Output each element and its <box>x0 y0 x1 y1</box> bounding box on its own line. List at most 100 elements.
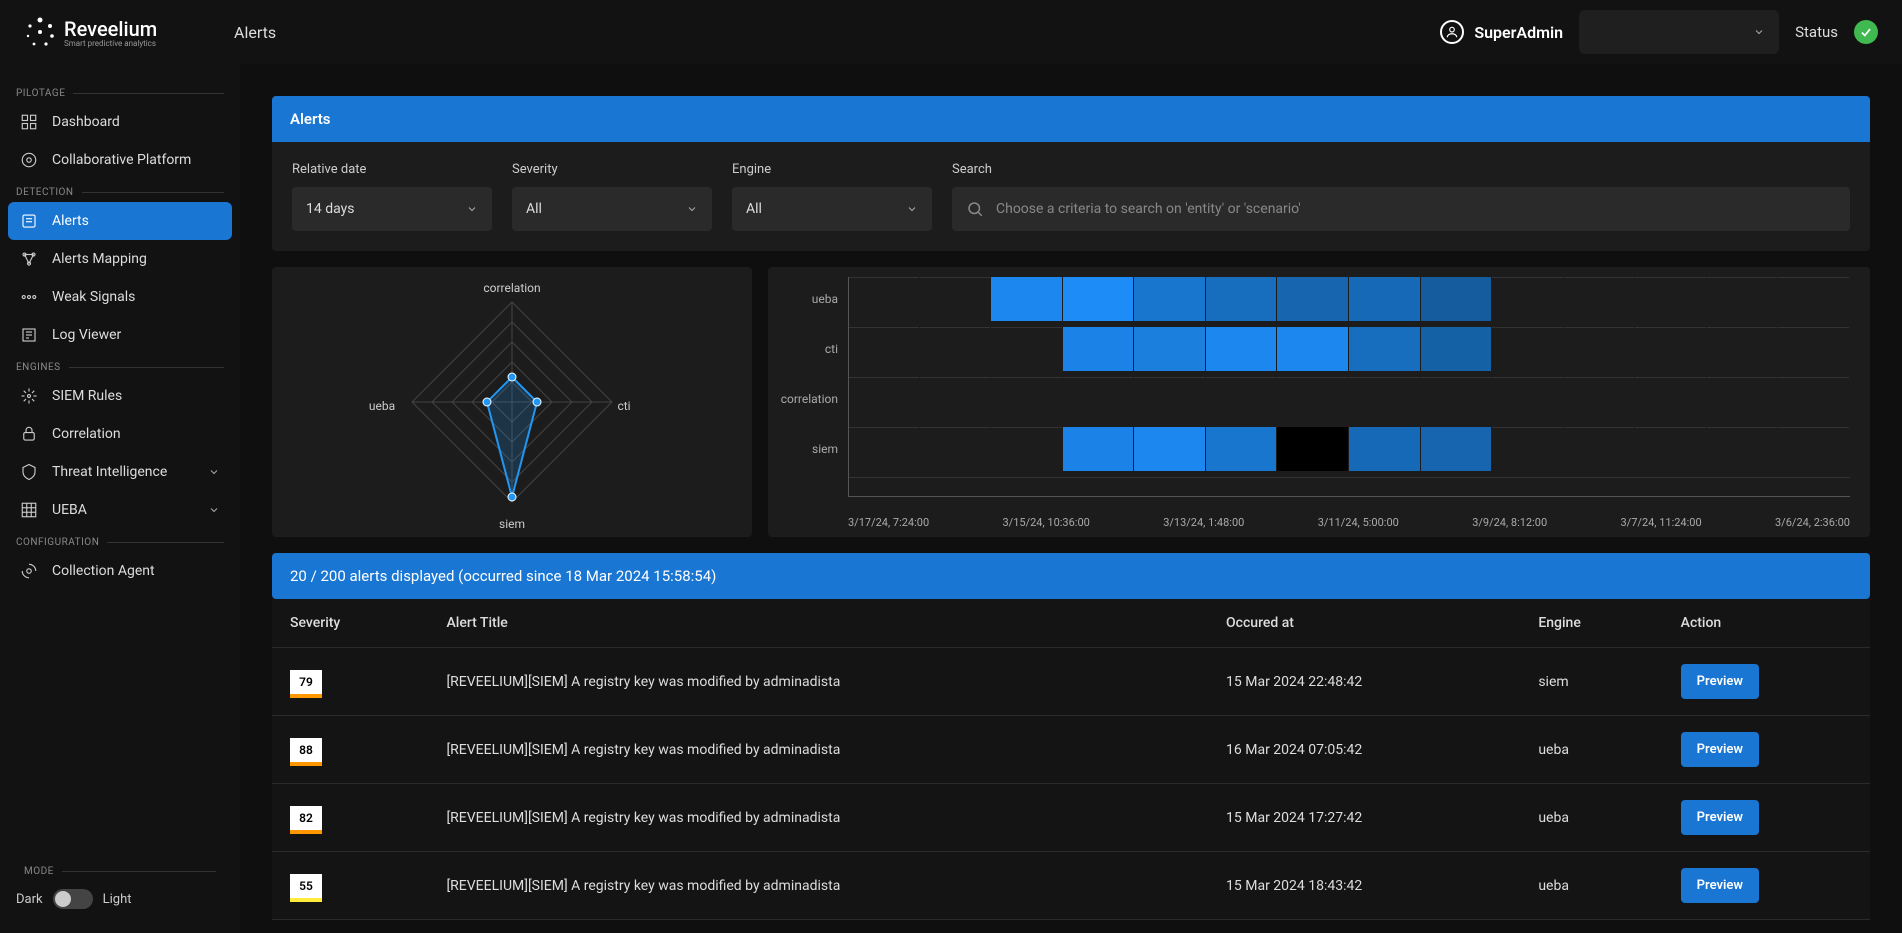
heatmap-cell <box>1564 427 1636 471</box>
alert-occured: 15 Mar 2024 22:48:42 <box>1208 648 1520 716</box>
heatmap-cell <box>1134 277 1206 321</box>
breadcrumb: Alerts <box>234 23 276 42</box>
heatmap-xlabel: 3/6/24, 2:36:00 <box>1775 516 1850 529</box>
table-row: 55 [REVEELIUM][SIEM] A registry key was … <box>272 852 1870 920</box>
heatmap-ylabel: siem <box>778 442 838 456</box>
logo[interactable]: Reveelium Smart predictive analytics <box>24 16 234 48</box>
heatmap-cell <box>1707 327 1779 371</box>
heatmap-cell <box>1206 377 1278 421</box>
sidebar-item-weak-signals[interactable]: Weak Signals <box>8 278 232 316</box>
heatmap-chart: ueba cti correlation siem 3/17/24, 7:24:00 3/… <box>768 267 1870 537</box>
heatmap-row: cti <box>848 327 1850 371</box>
heatmap-xlabel: 3/7/24, 11:24:00 <box>1621 516 1702 529</box>
log-icon <box>20 326 38 344</box>
relative-date-select[interactable]: 14 days <box>292 187 492 231</box>
siem-icon <box>20 387 38 405</box>
table-row: 82 [REVEELIUM][SIEM] A registry key was … <box>272 784 1870 852</box>
heatmap-cell <box>1063 327 1135 371</box>
dark-label: Dark <box>16 892 43 907</box>
sidebar: PILOTAGEDashboardCollaborative PlatformD… <box>0 64 240 933</box>
search-input[interactable] <box>996 201 1836 217</box>
heatmap-xlabel: 3/15/24, 10:36:00 <box>1003 516 1090 529</box>
heatmap-cell <box>1707 377 1779 421</box>
sidebar-item-collaborative-platform[interactable]: Collaborative Platform <box>8 141 232 179</box>
severity-select[interactable]: All <box>512 187 712 231</box>
table-header: Engine <box>1520 599 1662 648</box>
table-header: Severity <box>272 599 428 648</box>
heatmap-cell <box>1277 277 1349 321</box>
sidebar-item-alerts-mapping[interactable]: Alerts Mapping <box>8 240 232 278</box>
alert-occured: 16 Mar 2024 07:05:42 <box>1208 716 1520 784</box>
heatmap-cell <box>920 327 992 371</box>
sidebar-item-collection-agent[interactable]: Collection Agent <box>8 552 232 590</box>
sidebar-item-label: Alerts <box>52 213 89 229</box>
alert-title: [REVEELIUM][SIEM] A registry key was mod… <box>428 648 1208 716</box>
heatmap-row: ueba <box>848 277 1850 321</box>
preview-button[interactable]: Preview <box>1681 732 1759 767</box>
heatmap-cell <box>848 327 920 371</box>
engine-select[interactable]: All <box>732 187 932 231</box>
radar-axis-label: ueba <box>352 399 412 413</box>
heatmap-cell <box>991 327 1063 371</box>
table-row: 88 [REVEELIUM][SIEM] A registry key was … <box>272 716 1870 784</box>
sidebar-item-alerts[interactable]: Alerts <box>8 202 232 240</box>
heatmap-row: siem <box>848 427 1850 471</box>
heatmap-cell <box>1063 377 1135 421</box>
search-box[interactable] <box>952 187 1850 231</box>
sidebar-item-siem-rules[interactable]: SIEM Rules <box>8 377 232 415</box>
severity-badge: 82 <box>290 806 322 830</box>
severity-value: All <box>526 201 542 217</box>
heatmap-cell <box>991 377 1063 421</box>
theme-toggle[interactable]: Dark Light <box>16 889 224 909</box>
toggle-switch[interactable] <box>53 889 93 909</box>
signals-icon <box>20 288 38 306</box>
threat-icon <box>20 463 38 481</box>
alert-engine: ueba <box>1520 852 1662 920</box>
logo-text: Reveelium <box>64 17 157 41</box>
heatmap-cell <box>920 427 992 471</box>
status-label: Status <box>1795 23 1838 41</box>
heatmap-cell <box>1778 277 1850 321</box>
preview-button[interactable]: Preview <box>1681 868 1759 903</box>
radar-axis-label: siem <box>482 517 542 531</box>
heatmap-cell <box>1492 277 1564 321</box>
heatmap-cell <box>848 377 920 421</box>
heatmap-ylabel: correlation <box>778 392 838 406</box>
alerts-table: SeverityAlert TitleOccured atEngineActio… <box>272 599 1870 920</box>
heatmap-cell <box>1707 427 1779 471</box>
heatmap-xlabel: 3/17/24, 7:24:00 <box>848 516 929 529</box>
heatmap-cell <box>1421 277 1493 321</box>
sidebar-item-threat-intelligence[interactable]: Threat Intelligence <box>8 453 232 491</box>
dashboard-icon <box>20 113 38 131</box>
heatmap-cell <box>1492 427 1564 471</box>
filter-label-search: Search <box>952 162 1850 177</box>
heatmap-cell <box>1635 427 1707 471</box>
heatmap-cell <box>1206 427 1278 471</box>
alert-engine: ueba <box>1520 784 1662 852</box>
heatmap-ylabel: ueba <box>778 292 838 306</box>
sidebar-item-label: UEBA <box>52 502 87 518</box>
heatmap-cell <box>1635 277 1707 321</box>
mode-label: MODE <box>16 858 224 881</box>
status-indicator <box>1854 20 1878 44</box>
heatmap-cell <box>991 277 1063 321</box>
sidebar-item-log-viewer[interactable]: Log Viewer <box>8 316 232 354</box>
severity-badge: 88 <box>290 738 322 762</box>
heatmap-cell <box>920 277 992 321</box>
sidebar-item-label: Collaborative Platform <box>52 152 191 168</box>
preview-button[interactable]: Preview <box>1681 800 1759 835</box>
section-label: DETECTION <box>8 179 232 202</box>
sidebar-item-ueba[interactable]: UEBA <box>8 491 232 529</box>
alert-title: [REVEELIUM][SIEM] A registry key was mod… <box>428 852 1208 920</box>
table-header: Occured at <box>1208 599 1520 648</box>
heatmap-cell <box>1421 427 1493 471</box>
user-menu[interactable]: SuperAdmin <box>1440 20 1563 44</box>
table-header: Alert Title <box>428 599 1208 648</box>
heatmap-cell <box>1421 377 1493 421</box>
context-select[interactable] <box>1579 10 1779 54</box>
sidebar-item-correlation[interactable]: Correlation <box>8 415 232 453</box>
alerts-count-header: 20 / 200 alerts displayed (occurred sinc… <box>272 553 1870 599</box>
sidebar-item-dashboard[interactable]: Dashboard <box>8 103 232 141</box>
preview-button[interactable]: Preview <box>1681 664 1759 699</box>
logo-tagline: Smart predictive analytics <box>64 39 157 48</box>
